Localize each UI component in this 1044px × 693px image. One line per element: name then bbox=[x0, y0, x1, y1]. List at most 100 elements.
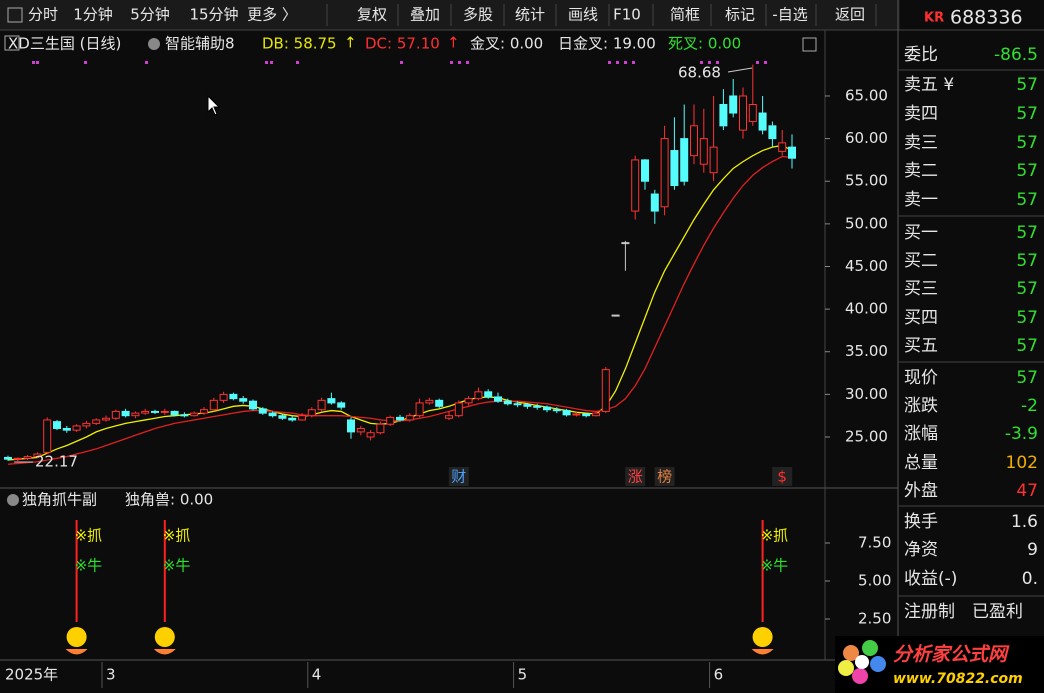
signal-dot bbox=[608, 61, 611, 64]
toolbar-button[interactable]: 5分钟 bbox=[130, 6, 170, 24]
toolbar-button[interactable]: 更多 〉 bbox=[247, 6, 297, 24]
candle-body bbox=[327, 398, 336, 404]
candle-body bbox=[523, 404, 532, 407]
quote-label: 总量 bbox=[904, 453, 938, 473]
info-value: 死叉: 0.00 bbox=[668, 35, 741, 53]
toolbar-button[interactable]: F10 bbox=[613, 6, 641, 24]
candle-body bbox=[396, 416, 404, 421]
toolbar-icon bbox=[7, 7, 23, 23]
candle-body bbox=[425, 399, 434, 404]
candle-body bbox=[23, 456, 32, 459]
candle-body bbox=[474, 391, 483, 400]
candle-body bbox=[592, 412, 600, 417]
x-tick-label: 6 bbox=[714, 666, 724, 684]
candle-body bbox=[121, 410, 130, 417]
toolbar-button[interactable]: 返回 bbox=[835, 6, 865, 24]
quote-label: 现价 bbox=[904, 368, 938, 388]
info-arrow: ↑ bbox=[344, 34, 357, 52]
event-marker: $ bbox=[777, 468, 787, 486]
signal-dot bbox=[265, 61, 268, 64]
candle-body bbox=[239, 398, 248, 402]
candle-body bbox=[758, 112, 767, 131]
candle-body bbox=[631, 159, 640, 212]
x-tick-label: 4 bbox=[312, 666, 322, 684]
signal-dot bbox=[632, 61, 635, 64]
quote-label: 买四 bbox=[904, 308, 938, 328]
candle-body bbox=[572, 413, 581, 416]
quote-label: 净资 bbox=[904, 540, 938, 560]
candle-body bbox=[219, 393, 228, 401]
quote-label: 买二 bbox=[904, 251, 938, 271]
quote-value: -86.5 bbox=[994, 45, 1038, 65]
candle-body bbox=[680, 138, 689, 182]
toolbar-button[interactable]: 标记 bbox=[725, 6, 755, 24]
x-tick-label: 2025年 bbox=[5, 666, 58, 684]
candle-body bbox=[72, 425, 81, 431]
candle-body bbox=[435, 399, 444, 407]
signal-label: ※抓 bbox=[75, 527, 103, 545]
candle-body bbox=[102, 417, 110, 421]
toolbar-button[interactable]: 叠加 bbox=[410, 6, 440, 24]
toolbar-button[interactable]: 统计 bbox=[515, 6, 545, 24]
low-annotation: 22.17 bbox=[35, 453, 78, 471]
candle-body bbox=[719, 104, 728, 127]
toolbar-button[interactable]: 画线 bbox=[568, 6, 598, 24]
candle-body bbox=[278, 415, 287, 419]
y-tick-label: 45.00 bbox=[845, 257, 888, 275]
flower-center bbox=[855, 655, 869, 669]
toolbar-button[interactable]: 复权 bbox=[357, 6, 387, 24]
y-tick-label: 30.00 bbox=[845, 385, 888, 403]
candle-body bbox=[190, 412, 199, 417]
signal-dot bbox=[458, 61, 461, 64]
smiley-icon bbox=[752, 627, 773, 647]
signal-label: ※牛 bbox=[761, 557, 789, 575]
candle-body bbox=[131, 412, 140, 417]
toolbar-button[interactable]: 分时 bbox=[28, 6, 58, 24]
candle-body bbox=[709, 146, 718, 174]
quote-value: 0. bbox=[1022, 569, 1038, 589]
y-tick-label: 65.00 bbox=[845, 86, 888, 104]
smiley-icon bbox=[154, 627, 175, 647]
signal-dot bbox=[145, 61, 148, 64]
candle-body bbox=[288, 417, 297, 421]
toolbar-button[interactable]: 15分钟 bbox=[189, 6, 238, 24]
signal-dot bbox=[36, 61, 39, 64]
toolbar-button[interactable]: 多股 bbox=[463, 6, 493, 24]
y-tick-label: 25.00 bbox=[845, 428, 888, 446]
quote-label: 卖四 bbox=[904, 104, 938, 124]
candle-body bbox=[405, 415, 414, 421]
panel-icon bbox=[4, 35, 20, 51]
y-tick-label: 40.00 bbox=[845, 300, 888, 318]
toolbar-button[interactable]: 1分钟 bbox=[73, 6, 113, 24]
signal-dot bbox=[450, 61, 453, 64]
toolbar-button[interactable]: -自选 bbox=[772, 6, 807, 24]
y-tick-label: 35.00 bbox=[845, 342, 888, 360]
quote-label: 外盘 bbox=[904, 481, 938, 501]
event-badge bbox=[772, 467, 793, 486]
candle-body bbox=[13, 457, 22, 460]
info-value: DC: 57.10 bbox=[365, 35, 440, 53]
signal-dot bbox=[700, 61, 703, 64]
high-annotation: 68.68 bbox=[678, 64, 721, 82]
panel-icon bbox=[802, 37, 817, 52]
candle-body bbox=[611, 314, 620, 317]
quote-value: 57 bbox=[1016, 368, 1038, 388]
quote-value: -3.9 bbox=[1005, 424, 1038, 444]
quote-label: 换手 bbox=[904, 512, 938, 532]
candle-body bbox=[366, 432, 375, 438]
event-badge bbox=[625, 467, 646, 486]
signal-label: ※牛 bbox=[163, 557, 191, 575]
quote-value: 9 bbox=[1027, 540, 1038, 560]
quote-value: 1.6 bbox=[1011, 512, 1038, 532]
quote-label: 涨幅 bbox=[904, 424, 938, 444]
signal-dot bbox=[270, 61, 273, 64]
quote-value: 已盈利 bbox=[972, 602, 1023, 622]
candle-body bbox=[778, 142, 787, 152]
signal-dot bbox=[716, 61, 719, 64]
toolbar-button[interactable]: 简框 bbox=[670, 6, 700, 24]
candle-body bbox=[356, 427, 365, 433]
y-tick-label: 60.00 bbox=[845, 129, 888, 147]
event-marker: 财 bbox=[451, 468, 466, 486]
signal-label: ※抓 bbox=[163, 527, 191, 545]
